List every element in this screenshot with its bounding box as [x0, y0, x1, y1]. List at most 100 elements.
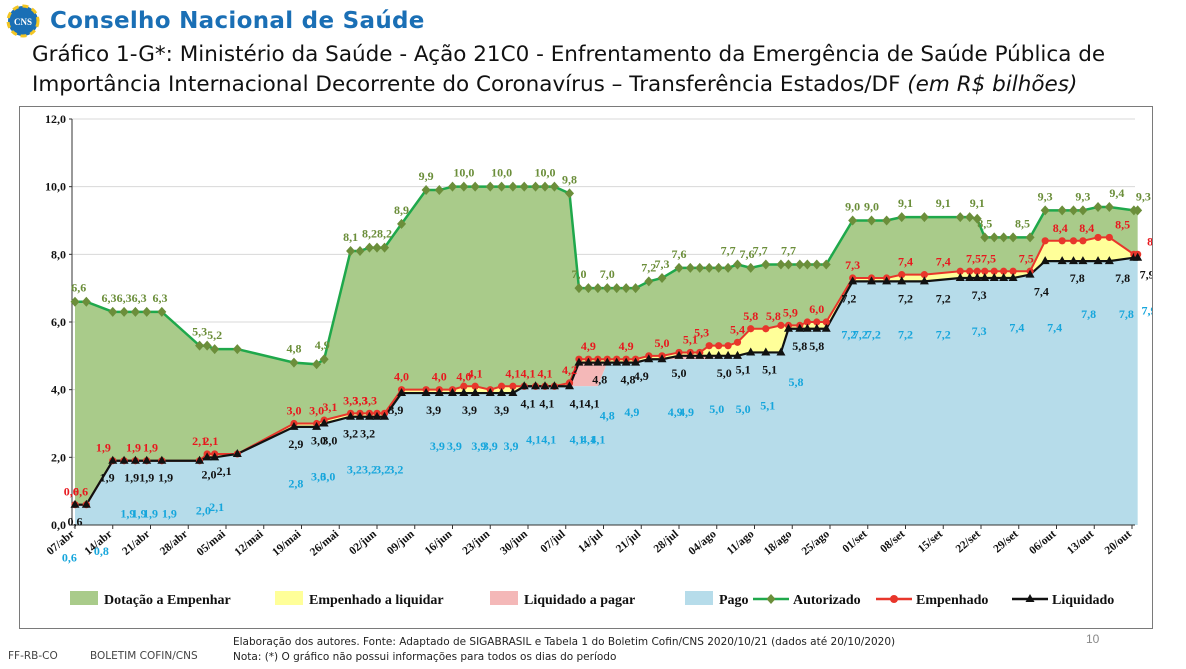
marker-empenhado	[1058, 237, 1066, 245]
marker-liquidado	[612, 357, 622, 366]
marker-empenhado	[460, 382, 468, 390]
label-autorizado: 4,8	[286, 342, 301, 356]
marker-liquidado	[519, 381, 529, 390]
label-pago: 7,2	[936, 327, 951, 341]
marker-liquidado	[955, 273, 965, 282]
label-pago: 7,4	[1009, 321, 1024, 335]
label-empenhado: 3,0	[286, 404, 301, 418]
label-pago: 1,9	[162, 507, 177, 521]
x-tick-label: 19/mai	[270, 528, 304, 559]
label-pago: 7,8	[1119, 307, 1134, 321]
label-autorizado: 9,0	[864, 200, 879, 214]
marker-empenhado	[898, 271, 906, 279]
marker-liquidado	[1057, 256, 1067, 265]
marker-autorizado	[70, 296, 80, 307]
marker-empenhado	[509, 382, 517, 390]
legend-swatch	[490, 591, 518, 605]
x-tick-label: 11/ago	[725, 528, 757, 557]
marker-empenhado	[1105, 233, 1113, 242]
marker-autorizado	[723, 262, 733, 273]
x-tick-label: 28/abr	[158, 528, 190, 558]
label-pago: 3,2	[362, 463, 377, 477]
label-autorizado: 4,9	[315, 338, 330, 352]
marker-liquidado	[130, 455, 140, 464]
marker-empenhado	[705, 342, 713, 350]
label-autorizado: 9,8	[562, 172, 577, 186]
label-empenhado: 4,1	[468, 366, 483, 380]
label-liquidado: 3,2	[360, 427, 375, 441]
label-empenhado: 4,1	[521, 366, 536, 380]
marker-liquidado	[202, 452, 212, 461]
label-empenhado: 4,9	[619, 339, 634, 353]
legend-label: Dotação a Empenhar	[104, 593, 231, 608]
legend-label: Liquidado	[1052, 593, 1114, 608]
label-liquidado: 7,2	[898, 291, 913, 305]
x-tick-label: 08/set	[878, 528, 907, 555]
marker-autorizado	[195, 340, 205, 351]
marker-liquidado	[1008, 273, 1018, 282]
label-liquidado: 7,8	[1070, 271, 1085, 285]
label-liquidado: 3,0	[311, 434, 326, 448]
marker-liquidado	[508, 388, 518, 397]
label-empenhado: 3,0	[309, 404, 324, 418]
marker-autorizado	[821, 259, 831, 270]
marker-liquidado	[397, 388, 407, 397]
label-pago: 7,3	[972, 324, 987, 338]
label-pago: 7,2	[853, 327, 868, 341]
label-empenhado: 7,4	[936, 255, 951, 269]
org-name: Conselho Nacional de Saúde	[50, 8, 425, 34]
label-liquidado: 3,0	[322, 434, 337, 448]
marker-empenhado	[966, 267, 974, 275]
label-liquidado: 4,8	[621, 373, 636, 387]
label-empenhado: 8,0	[1147, 234, 1152, 248]
label-autorizado: 8,5	[1015, 216, 1030, 230]
chart: 0,02,04,06,08,010,012,007/abr 14/abr 21/ab…	[45, 112, 1152, 608]
label-empenhado: 7,4	[898, 255, 913, 269]
x-tick-label: 23/jun	[460, 528, 492, 558]
marker-liquidado	[848, 276, 858, 285]
label-pago: 3,9	[447, 439, 462, 453]
x-tick-label: 14/jul	[576, 528, 605, 555]
marker-liquidado	[232, 448, 242, 457]
marker-autorizado	[540, 181, 550, 192]
label-autorizado: 6,6	[71, 281, 86, 295]
marker-autorizado	[202, 340, 212, 351]
label-pago: 4,9	[668, 405, 683, 419]
marker-liquidado	[631, 357, 641, 366]
marker-autorizado	[965, 212, 975, 223]
label-pago: 7,2	[841, 327, 856, 341]
marker-autorizado	[157, 306, 167, 317]
label-liquidado: 5,8	[792, 339, 807, 353]
label-liquidado: 7,9	[1140, 268, 1152, 282]
label-empenhado: 5,1	[683, 332, 698, 346]
marker-liquidado	[685, 350, 695, 359]
legend-item-liquidado_pagar: Liquidado a pagar	[490, 591, 635, 608]
x-tick-label: 18/ago	[762, 528, 794, 558]
marker-liquidado	[795, 323, 805, 332]
label-autorizado: 9,0	[845, 200, 860, 214]
x-tick-label: 12/mai	[233, 528, 267, 559]
x-tick-label: 22/set	[954, 528, 983, 555]
footer-code: FF-RB-CO	[8, 650, 58, 662]
marker-empenhado	[920, 271, 928, 279]
x-tick-label: 21/abr	[120, 528, 152, 558]
label-pago: 4,1	[581, 432, 596, 446]
area-pago	[75, 257, 1138, 525]
chart-title-main: Gráfico 1-G*: Ministério da Saúde - Ação…	[32, 42, 1106, 97]
label-autorizado: 7,6	[672, 247, 687, 261]
cns-logo-icon: CNS	[6, 4, 40, 38]
label-liquidado: 3,9	[494, 403, 509, 417]
marker-autorizado	[685, 262, 695, 273]
label-empenhado: 7,3	[845, 258, 860, 272]
marker-autorizado	[519, 181, 529, 192]
marker-liquidado	[421, 388, 431, 397]
label-autorizado: 6,3	[152, 291, 167, 305]
label-autorizado: 10,0	[534, 166, 555, 180]
marker-autorizado	[1133, 205, 1143, 216]
legend-item-empenhado_liq: Empenhado a liquidar	[275, 591, 444, 608]
x-tick-label: 16/jun	[423, 528, 455, 558]
label-autorizado: 7,0	[571, 267, 586, 281]
legend-item-autorizado: Autorizado	[753, 593, 861, 608]
marker-liquidado	[882, 276, 892, 285]
label-liquidado: 1,9	[139, 471, 154, 485]
